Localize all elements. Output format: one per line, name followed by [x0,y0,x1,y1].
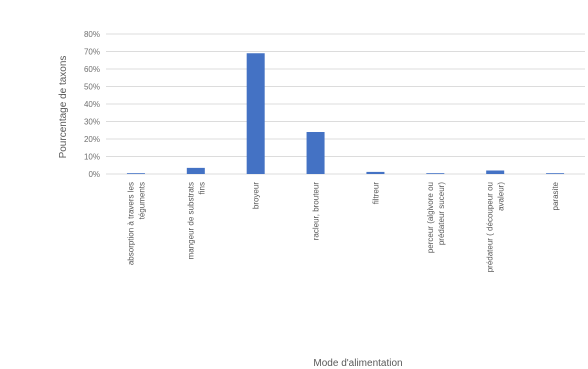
y-tick-label: 70% [84,48,100,57]
bar [366,171,385,174]
x-category-text: filtreur [371,182,380,205]
x-category-label: mangeur de substrats fins [186,182,206,259]
x-category-text: téguments [137,182,146,219]
x-category-text: absorption à travers les [126,182,135,265]
bar [486,170,505,174]
gridlines [106,33,585,175]
x-category-label: parasite [551,181,560,210]
y-tick-label: 10% [84,153,100,162]
bar [546,173,565,174]
x-category-label: prédateur ( découpeur ou avaleur) [486,182,506,273]
bars [126,53,565,174]
x-category-text: prédateur suceur) [437,182,446,245]
bar [126,173,145,174]
x-category-text: broyeur [252,182,261,209]
x-axis-categories: absorption à travers les téguments mangeur… [126,181,560,272]
x-category-label: racleur, brouteur [312,182,321,241]
x-category-text: racleur, brouteur [312,182,321,241]
y-axis-ticks: 0% 10% 20% 30% 40% 50% 60% 70% 80% [84,30,100,179]
x-axis-title: Mode d'alimentation [313,358,402,369]
bar [246,53,265,174]
x-category-text: prédateur ( découpeur ou [486,182,495,272]
x-category-text: parasite [551,181,560,210]
bar [186,167,205,174]
y-tick-label: 50% [84,83,100,92]
x-category-label: broyeur [252,182,261,209]
y-tick-label: 40% [84,100,100,109]
x-category-text: perceur (algivore ou [426,182,435,253]
x-category-label: absorption à travers les téguments [126,182,146,265]
y-axis-title: Pourcentage de taxons [58,56,69,159]
x-category-text: fins [197,182,206,194]
y-tick-label: 0% [88,170,100,179]
x-category-label: filtreur [371,182,380,205]
y-tick-label: 30% [84,118,100,127]
x-category-text: avaleur) [497,182,506,211]
bar [426,173,445,174]
y-tick-label: 60% [84,65,100,74]
bar [306,132,325,174]
y-tick-label: 80% [84,30,100,39]
y-tick-label: 20% [84,135,100,144]
x-category-text: mangeur de substrats [186,182,195,259]
x-category-label: perceur (algivore ou prédateur suceur) [426,182,446,253]
